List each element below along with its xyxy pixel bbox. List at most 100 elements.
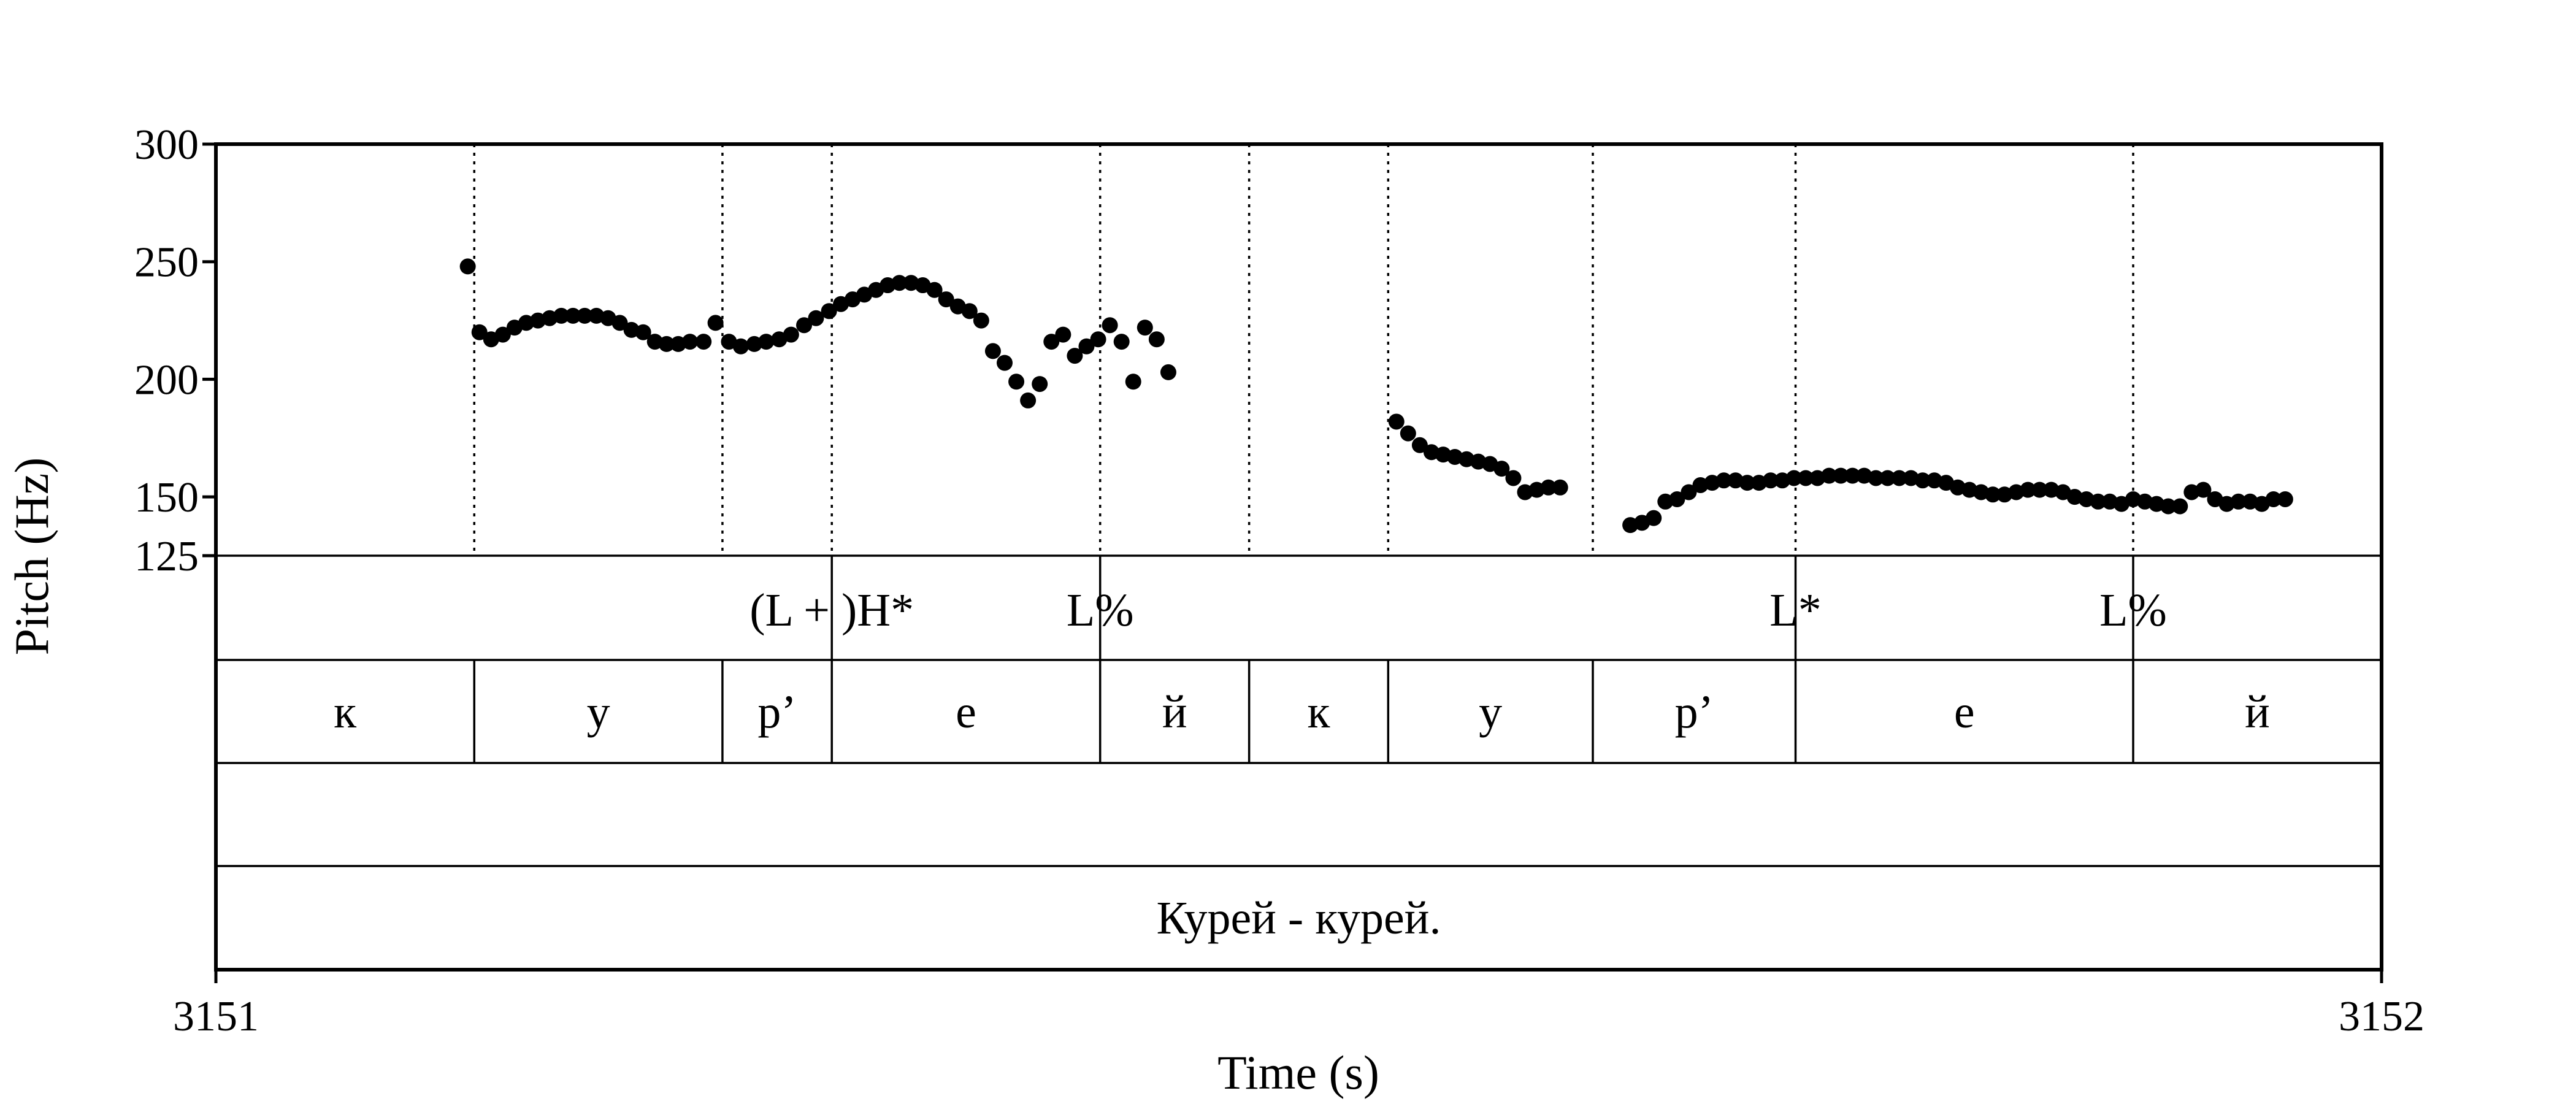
- pitch-point: [1669, 491, 1685, 507]
- pitch-point: [2090, 493, 2106, 510]
- segment-label: у: [1479, 686, 1502, 738]
- pitch-point: [1798, 470, 1814, 486]
- segment-label: е: [956, 686, 976, 738]
- pitch-point: [696, 334, 712, 350]
- pitch-point: [1833, 467, 1849, 484]
- annotation-tiers: (L + )H* L% L* L% к у р’ е й к у р’ е й Курей - курей.: [216, 554, 2382, 944]
- pitch-point: [1552, 479, 1568, 496]
- pitch-point: [1008, 374, 1025, 390]
- pitch-point: [1786, 470, 1803, 486]
- segment-label: р’: [1675, 686, 1714, 738]
- segment-label: к: [334, 686, 356, 738]
- pitch-point: [796, 317, 813, 334]
- pitch-point: [1125, 374, 1141, 390]
- pitch-point: [2230, 493, 2247, 510]
- segment-label: й: [2245, 686, 2270, 738]
- pitch-point: [2195, 481, 2212, 498]
- pitch-point: [1821, 467, 1838, 484]
- pitch-point: [2277, 491, 2293, 507]
- pitch-point: [1493, 461, 1510, 477]
- y-axis-label: Pitch (Hz): [5, 458, 58, 656]
- pitch-point: [984, 343, 1001, 359]
- pitch-point: [1400, 425, 1416, 442]
- tone-label: L%: [1067, 585, 1134, 636]
- x-tick-label: 3152: [2339, 993, 2425, 1040]
- pitch-point: [1043, 334, 1060, 350]
- tone-label: (L + )H*: [749, 585, 914, 636]
- pitch-point: [1160, 364, 1176, 380]
- pitch-track: [459, 258, 2293, 534]
- pitch-point: [1055, 326, 1071, 343]
- pitch-point: [494, 326, 511, 343]
- segment-label: е: [1954, 686, 1975, 738]
- pitch-point: [1646, 510, 1662, 526]
- x-tick-label: 3151: [173, 993, 259, 1040]
- pitch-point: [471, 324, 488, 340]
- y-tick-label: 125: [134, 533, 199, 580]
- y-tick-label: 200: [134, 356, 199, 404]
- pitch-point: [1844, 467, 1861, 484]
- pitch-point: [938, 291, 954, 308]
- pitch-point: [611, 315, 628, 331]
- pitch-point: [1090, 331, 1106, 348]
- pitch-point: [1020, 392, 1037, 408]
- segment-label: к: [1308, 686, 1330, 738]
- pitch-point: [821, 303, 837, 320]
- pitch-point: [707, 315, 724, 331]
- pitch-point: [1540, 479, 1557, 496]
- pitch-point: [891, 275, 908, 291]
- tone-label: L%: [2099, 585, 2167, 636]
- pitch-point: [1681, 484, 1697, 500]
- tone-label: L*: [1769, 585, 1821, 636]
- pitch-point: [1715, 472, 1732, 489]
- pitch-point: [2265, 491, 2282, 507]
- y-tick-label: 250: [134, 239, 199, 286]
- pitch-point: [635, 324, 651, 340]
- pitch-point: [808, 310, 824, 326]
- pitch-point: [926, 282, 943, 298]
- pitch-point: [1388, 413, 1405, 430]
- pitch-point: [1102, 317, 1118, 334]
- pitch-point: [553, 307, 570, 324]
- pitch-point: [996, 355, 1013, 371]
- pitch-point: [1113, 334, 1130, 350]
- y-tick-label: 300: [134, 121, 199, 169]
- pitch-point: [2160, 498, 2177, 515]
- pitch-point: [2031, 481, 2048, 498]
- pitch-point: [732, 338, 749, 355]
- sentence-label: Курей - курей.: [1157, 892, 1441, 944]
- pitch-point: [1411, 437, 1428, 453]
- pitch-point: [1914, 472, 1931, 489]
- pitch-point: [1137, 320, 1153, 336]
- pitch-point: [961, 303, 978, 320]
- boundary-lines: [473, 144, 2134, 556]
- pitch-point: [658, 335, 675, 352]
- pitch-point: [681, 334, 698, 350]
- pitch-point: [565, 307, 581, 324]
- pitch-point: [2172, 498, 2188, 515]
- pitch-point: [1032, 376, 1048, 393]
- pitch-point: [577, 307, 593, 324]
- pitch-point: [973, 312, 989, 329]
- x-axis-label: Time (s): [1217, 1046, 1379, 1099]
- y-tick-label: 150: [134, 474, 199, 521]
- pitch-point: [1739, 475, 1755, 491]
- axes: 300 250 200 150 125 3151 3152: [134, 121, 2425, 1040]
- segment-label: й: [1162, 686, 1187, 738]
- pitch-point: [1891, 470, 1907, 486]
- segment-label: р’: [757, 686, 796, 738]
- pitch-point: [1078, 338, 1095, 355]
- pitch-point: [1067, 348, 1083, 364]
- pitch-point: [783, 326, 799, 343]
- pitch-point: [758, 334, 775, 350]
- pitch-point: [1762, 472, 1779, 489]
- pitch-point: [459, 258, 476, 275]
- pitch-point: [746, 335, 762, 352]
- pitch-point: [2020, 481, 2036, 498]
- pitch-point: [1879, 470, 1896, 486]
- pitch-point: [1505, 470, 1522, 486]
- segment-label: у: [587, 686, 610, 738]
- plot-frame: [214, 142, 2383, 972]
- pitch-point: [1148, 331, 1165, 348]
